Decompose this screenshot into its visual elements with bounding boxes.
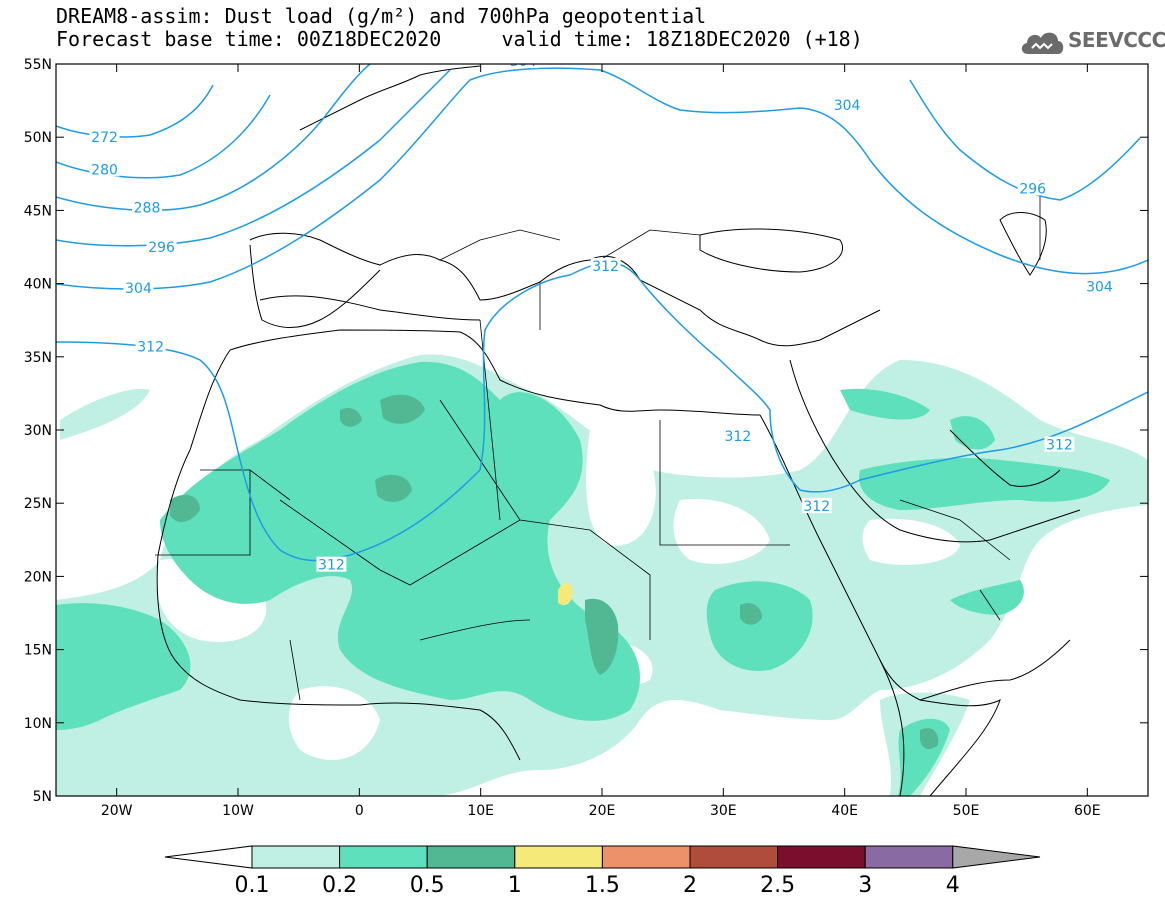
contour-label-bg <box>89 129 120 145</box>
colorbar-label: 2.5 <box>760 873 795 898</box>
contour-label-bg <box>832 96 863 112</box>
dust-layer-1 <box>558 582 573 606</box>
contour-label: 312 <box>803 499 830 515</box>
contour-label-bg <box>1044 436 1075 452</box>
lat-tick-label: 15N <box>24 643 52 659</box>
lon-tick-label: 30E <box>710 803 737 819</box>
colorbar-swatch <box>601 845 691 869</box>
colorbar-label: 3 <box>858 873 872 898</box>
colorbar-swatch <box>339 845 428 869</box>
longitude-axis: 20W 10W 0 10E 20E 30E 40E 50E 60E <box>101 64 1101 819</box>
lon-tick-label: 60E <box>1074 803 1101 819</box>
contour-label: 312 <box>1046 438 1073 454</box>
lon-tick-label: 20E <box>589 803 616 819</box>
colorbar-label: 0.2 <box>322 873 357 898</box>
colorbar-low-triangle <box>164 845 253 869</box>
lat-tick-label: 40N <box>24 277 52 293</box>
dust-layer-0-5 <box>170 394 939 750</box>
dust-load-map: 2722802882963043123123123123123123043042… <box>24 54 1149 819</box>
map-title-line2: Forecast base time: 00Z18DEC2020 valid t… <box>56 27 863 51</box>
contour-label-bg <box>508 64 539 69</box>
contour-label: 288 <box>134 200 161 216</box>
lat-tick-label: 50N <box>24 130 52 146</box>
contour-label: 312 <box>318 558 345 574</box>
contour-label: 304 <box>834 98 861 114</box>
lat-tick-label: 35N <box>24 350 52 366</box>
colorbar-swatch <box>777 845 866 869</box>
lon-tick-label: 20W <box>101 803 133 819</box>
colorbar-swatch <box>251 845 341 869</box>
contour-label-bg <box>722 427 753 443</box>
map-title-line1: DREAM8-assim: Dust load (g/m²) and 700hP… <box>56 4 707 28</box>
contour-label-bg <box>1017 180 1048 196</box>
seevccc-logo: SEEVCCC <box>1018 22 1165 62</box>
lat-tick-label: 55N <box>24 57 52 73</box>
coastlines <box>156 65 1081 796</box>
contour-label: 312 <box>725 429 752 445</box>
logo-text: SEEVCCC <box>1068 28 1165 52</box>
contour-label: 296 <box>148 240 175 256</box>
contour-label-bg <box>135 338 166 354</box>
geopotential-contours <box>56 64 1148 562</box>
colorbar-label: 0.5 <box>410 873 445 898</box>
lon-tick-label: 10W <box>222 803 254 819</box>
contour-label: 272 <box>91 130 118 146</box>
cloud-icon <box>1021 32 1064 54</box>
colorbar-high-triangle <box>952 845 1041 869</box>
colorbar-swatch <box>514 845 603 869</box>
lat-tick-label: 30N <box>24 423 52 439</box>
colorbar-label: 0.1 <box>235 873 270 898</box>
contour-labels: 272 280 288 296 304 312 312 312 312 312 312 304 304 2… <box>89 54 1115 574</box>
contour-label-bg <box>1084 278 1115 294</box>
contour-label: 304 <box>125 281 152 297</box>
lon-tick-label: 10E <box>467 803 494 819</box>
contour-label-bg <box>801 498 832 514</box>
contour-label-bg <box>590 258 621 274</box>
contour-label-bg <box>123 279 154 295</box>
colorbar-label: 1 <box>508 873 522 898</box>
contour-label-bg <box>316 556 347 572</box>
contour-label: 304 <box>1086 280 1113 296</box>
colorbar-swatch <box>426 845 516 869</box>
contour-label: 296 <box>1019 181 1046 197</box>
lon-tick-label: 40E <box>831 803 858 819</box>
contour-label: 312 <box>137 340 164 356</box>
contour-label-bg <box>132 199 162 215</box>
lat-tick-label: 10N <box>24 716 52 732</box>
colorbar-label: 1.5 <box>585 873 620 898</box>
contour-label: 312 <box>592 259 619 275</box>
lat-tick-label: 20N <box>24 569 52 585</box>
colorbar-swatch <box>689 845 779 869</box>
lat-tick-label: 5N <box>33 789 52 805</box>
colorbar-swatch <box>864 845 954 869</box>
contour-label-bg <box>89 161 120 177</box>
contour-label: 304 <box>510 54 537 70</box>
lon-tick-label: 50E <box>953 803 980 819</box>
lat-tick-label: 25N <box>24 496 52 512</box>
lon-tick-label: 0 <box>355 803 364 819</box>
colorbar-label: 2 <box>683 873 697 898</box>
contour-label-bg <box>146 239 177 254</box>
colorbar-label: 4 <box>946 873 960 898</box>
contour-label: 280 <box>91 162 118 178</box>
lat-tick-label: 45N <box>24 203 52 219</box>
latitude-axis: 55N 50N 45N 40N 35N 30N 25N 20N 15N 10N 5N <box>24 57 1148 805</box>
